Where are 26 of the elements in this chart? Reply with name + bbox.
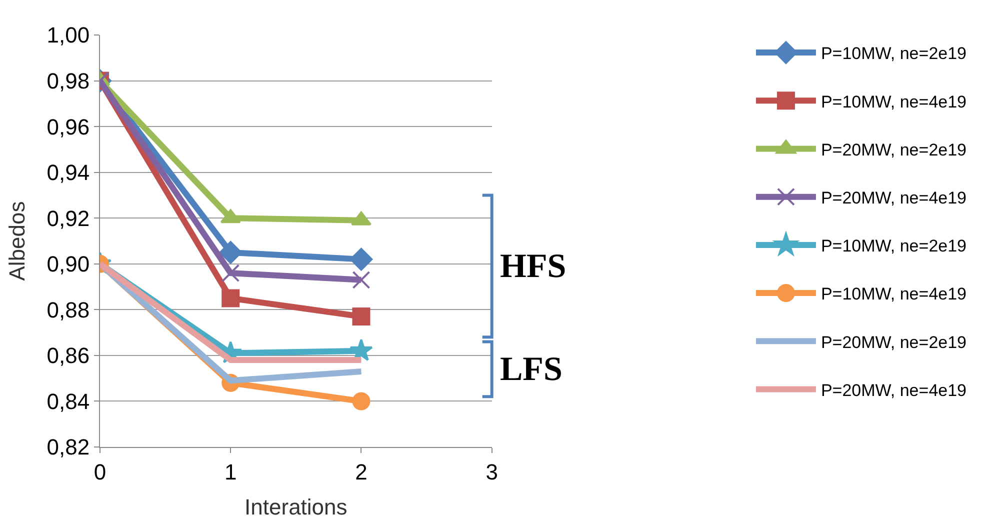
y-tick-label: 1,00 [46,22,90,48]
y-tick-label: 0,90 [46,252,90,277]
legend-label: P=20MW, ne=4e19 [820,380,967,400]
legend-label: P=10MW, ne=4e19 [820,92,967,112]
y-tick-label: 0,94 [46,160,90,186]
legend-label: P=10MW, ne=2e19 [820,44,967,64]
y-tick-label: 0,82 [46,434,90,460]
legend-label: P=10MW, ne=4e19 [820,284,967,304]
text: LFS [500,351,562,388]
legend-label: P=20MW, ne=2e19 [820,332,967,352]
y-tick-label: 0,92 [46,206,90,231]
y-axis-title: Albedos [4,201,30,281]
x-tick-label: 3 [486,459,498,484]
y-tick-label: 0,96 [46,114,90,140]
text: HFS [500,248,566,285]
y-tick-label: 0,88 [46,297,90,322]
legend-label: P=20MW, ne=2e19 [820,140,967,160]
x-tick-label: 0 [94,459,106,484]
x-axis-title: Interations [244,494,348,520]
y-tick-label: 0,86 [46,343,90,368]
legend-label: P=20MW, ne=4e19 [820,188,967,208]
y-tick-label: 0,84 [46,388,90,414]
y-tick-label: 0,98 [46,68,90,94]
x-tick-label: 1 [224,459,237,484]
legend-label: P=10MW, ne=2e19 [820,236,967,256]
x-tick-label: 2 [355,459,368,484]
